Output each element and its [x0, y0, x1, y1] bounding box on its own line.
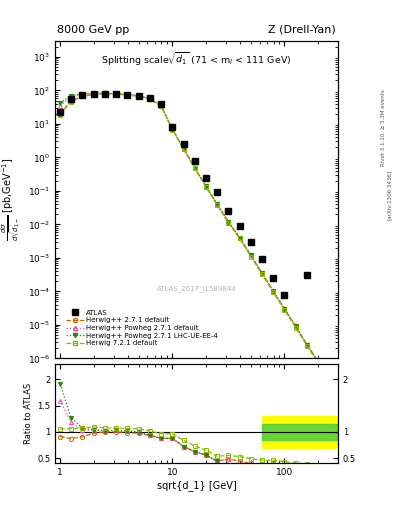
- X-axis label: sqrt{d_1} [GeV]: sqrt{d_1} [GeV]: [157, 480, 236, 491]
- Text: [arXiv:1306.3436]: [arXiv:1306.3436]: [387, 169, 391, 220]
- Legend: ATLAS, Herwig++ 2.7.1 default, Herwig++ Powheg 2.7.1 default, Herwig++ Powheg 2.: ATLAS, Herwig++ 2.7.1 default, Herwig++ …: [64, 308, 220, 349]
- Y-axis label: $\frac{d\sigma}{d\sqrt{d_{1-}}}$ [pb,GeV$^{-1}$]: $\frac{d\sigma}{d\sqrt{d_{1-}}}$ [pb,GeV…: [0, 158, 24, 242]
- Text: Rivet 3.1.10, ≥ 3.3M events: Rivet 3.1.10, ≥ 3.3M events: [381, 90, 386, 166]
- Y-axis label: Ratio to ATLAS: Ratio to ATLAS: [24, 383, 33, 444]
- Text: ATLAS_2017_I1589844: ATLAS_2017_I1589844: [157, 285, 236, 292]
- Text: 8000 GeV pp: 8000 GeV pp: [57, 25, 129, 35]
- Text: Splitting scale$\sqrt{d_1}$ (71 < m$_l$ < 111 GeV): Splitting scale$\sqrt{d_1}$ (71 < m$_l$ …: [101, 51, 292, 68]
- Text: Z (Drell-Yan): Z (Drell-Yan): [268, 25, 336, 35]
